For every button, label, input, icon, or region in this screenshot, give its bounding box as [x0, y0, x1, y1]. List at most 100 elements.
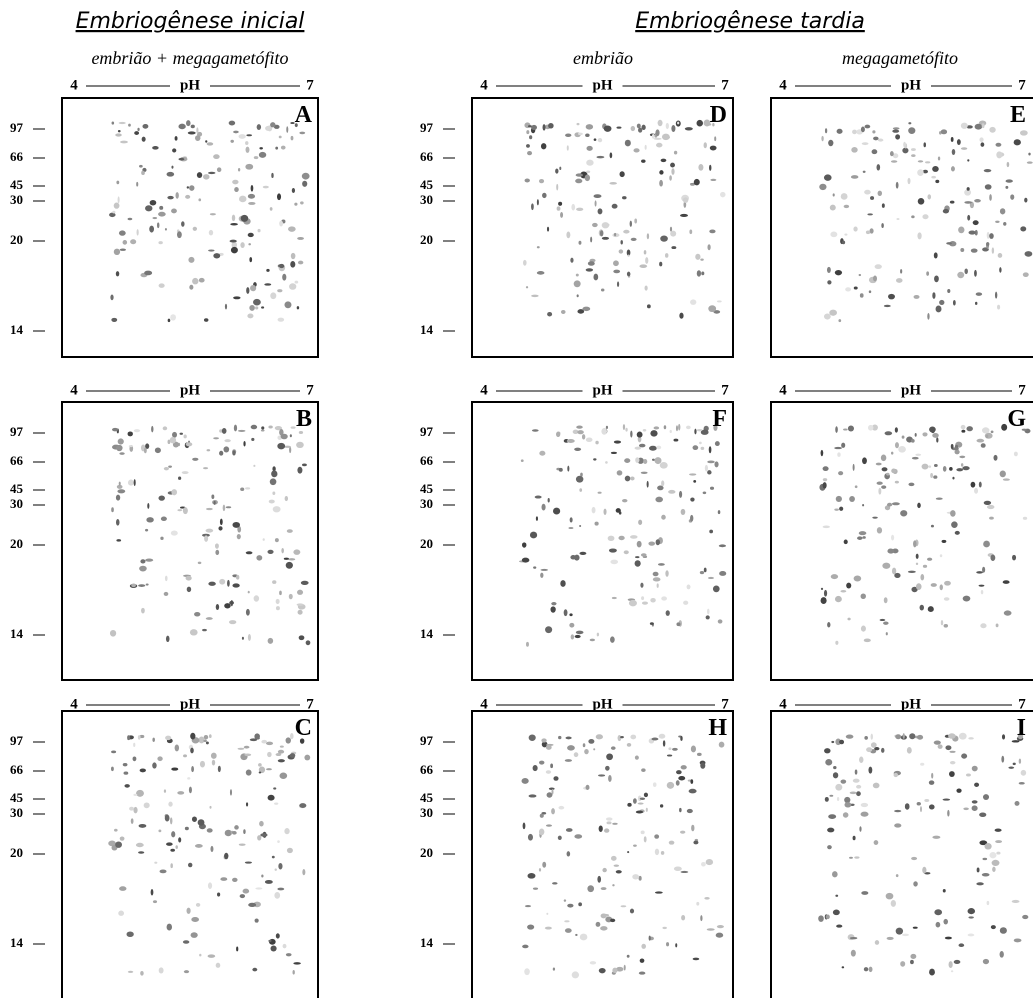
protein-spot [703, 142, 707, 149]
protein-spot [981, 123, 985, 129]
protein-spot [970, 481, 976, 488]
protein-spot [958, 732, 967, 740]
protein-spot [290, 252, 296, 260]
protein-spot [822, 478, 828, 482]
protein-spot [302, 180, 308, 187]
protein-spot [111, 317, 118, 322]
protein-spot [900, 269, 903, 274]
protein-spot [689, 229, 693, 235]
protein-spot [679, 807, 682, 813]
protein-spot [257, 228, 261, 233]
protein-spot [231, 214, 236, 222]
protein-spot [521, 557, 530, 563]
protein-spot [582, 306, 591, 312]
protein-spot [678, 490, 683, 498]
protein-spot [709, 529, 714, 534]
protein-spot [232, 877, 238, 883]
protein-spot [565, 736, 572, 740]
protein-spot [832, 909, 840, 916]
protein-spot [957, 271, 965, 279]
protein-spot [891, 502, 900, 506]
mw-label: 14 [420, 322, 434, 337]
protein-spot [567, 903, 574, 908]
mw-label: 30 [10, 805, 23, 820]
protein-spot [947, 809, 950, 817]
ph-end: 7 [306, 382, 314, 398]
protein-spot [120, 140, 128, 144]
protein-spot [232, 583, 240, 588]
protein-spot [609, 152, 613, 159]
protein-spot [598, 825, 603, 832]
protein-spot [872, 782, 880, 789]
protein-spot [840, 590, 847, 593]
protein-spot [671, 125, 676, 133]
mw-label: 45 [10, 177, 24, 192]
protein-spot [902, 933, 909, 937]
protein-spot [651, 737, 659, 741]
protein-spot [822, 525, 830, 529]
protein-spot [696, 428, 703, 432]
protein-spot [258, 771, 262, 774]
protein-spot [133, 742, 136, 747]
ph-label: pH [180, 77, 200, 93]
protein-spot [985, 434, 989, 439]
protein-spot [716, 925, 724, 929]
mw-label: 97 [420, 120, 434, 135]
protein-spot [713, 310, 721, 314]
protein-spot [203, 739, 207, 743]
protein-spot [552, 507, 561, 515]
protein-spot [560, 580, 566, 587]
protein-spot [207, 882, 213, 890]
protein-spot [199, 953, 202, 957]
protein-spot [844, 796, 851, 804]
protein-spot [659, 170, 664, 175]
protein-spot [272, 466, 276, 472]
protein-spot [942, 465, 947, 472]
protein-spot [854, 769, 858, 775]
protein-spot [610, 559, 619, 565]
protein-spot [928, 465, 932, 468]
protein-spot [1018, 758, 1022, 764]
protein-spot [596, 155, 605, 159]
protein-spot [280, 433, 288, 440]
protein-spot [657, 119, 663, 127]
protein-spot [960, 147, 968, 150]
protein-spot [234, 825, 239, 830]
protein-spot [880, 454, 887, 462]
protein-spot [832, 871, 838, 878]
protein-spot [259, 820, 264, 827]
protein-spot [881, 203, 885, 208]
protein-spot [558, 735, 562, 740]
protein-spot [922, 169, 928, 174]
protein-spot [545, 626, 553, 634]
protein-spot [115, 841, 122, 848]
protein-spot [237, 429, 246, 432]
protein-spot [228, 120, 236, 126]
protein-spot [163, 591, 169, 596]
protein-spot [208, 229, 214, 236]
protein-spot [299, 131, 306, 135]
protein-spot [979, 137, 984, 143]
protein-spot [185, 575, 192, 581]
protein-spot [677, 121, 680, 125]
protein-spot [139, 734, 145, 739]
protein-spot [521, 542, 527, 548]
protein-spot [533, 566, 537, 569]
protein-spot [296, 603, 304, 607]
protein-spot [832, 772, 839, 779]
protein-spot [159, 205, 164, 210]
protein-spot [974, 123, 983, 130]
ph-end: 7 [306, 77, 314, 93]
protein-spot [933, 464, 938, 468]
protein-spot [673, 438, 679, 442]
protein-spot [922, 432, 928, 437]
protein-spot [637, 802, 644, 805]
protein-spot [261, 426, 265, 430]
protein-spot [690, 497, 695, 502]
protein-spot [288, 558, 296, 561]
protein-spot [245, 608, 250, 616]
protein-spot [539, 813, 544, 818]
protein-spot [994, 828, 1002, 832]
protein-spot [911, 148, 916, 151]
mw-label: 66 [420, 762, 434, 777]
